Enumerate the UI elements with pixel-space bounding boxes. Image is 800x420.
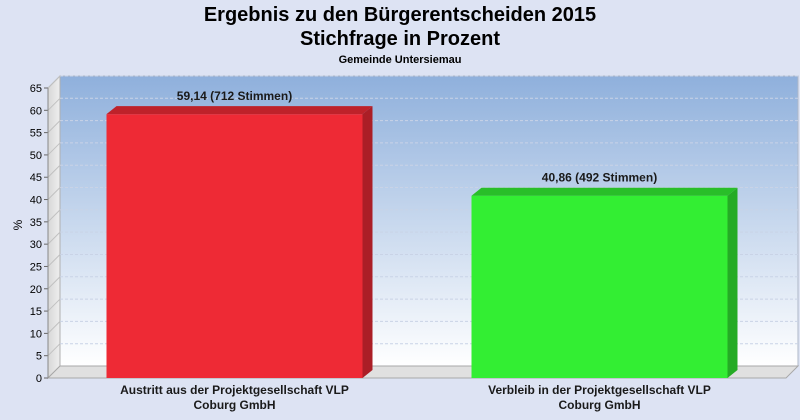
y-tick-label: 10: [30, 328, 42, 340]
x-category-label: Austritt aus der Projektgesellschaft VLP: [120, 383, 349, 397]
gridline-side: [47, 321, 61, 334]
gridline-side: [47, 97, 61, 111]
gridline-side: [47, 187, 61, 200]
y-tick-label: 55: [30, 128, 42, 140]
bar-side-face: [727, 187, 738, 378]
bar-data-label: 40,86 (492 Stimmen): [542, 171, 657, 185]
y-tick-label: 25: [30, 261, 42, 273]
gridline-side: [47, 142, 61, 156]
gridline-side: [47, 276, 61, 290]
x-category-label: Verbleib in der Projektgesellschaft VLP: [488, 383, 711, 397]
bar: [106, 114, 363, 378]
y-tick-label: 40: [30, 195, 42, 207]
bar-side-face: [362, 106, 373, 378]
y-tick-label: 65: [30, 83, 42, 95]
bar: [471, 195, 728, 378]
y-tick-label: 15: [30, 306, 42, 318]
gridline-side: [47, 298, 61, 312]
chart-subtitle: Stichfrage in Prozent: [299, 28, 501, 50]
y-tick-label: 60: [30, 105, 42, 117]
x-category-label: Coburg GmbH: [559, 398, 641, 412]
gridline-side: [47, 120, 61, 133]
y-tick-label: 45: [30, 172, 42, 184]
x-category-label: Coburg GmbH: [194, 398, 276, 412]
plot-side-wall: [47, 74, 61, 380]
gridline-side: [47, 254, 61, 267]
bar-top-face: [106, 106, 373, 115]
gridline-side: [47, 343, 61, 357]
y-tick-label: 0: [36, 373, 42, 385]
bar-data-label: 59,14 (712 Stimmen): [177, 89, 292, 103]
gridline-side: [47, 209, 61, 223]
gridline-side: [47, 164, 61, 178]
gridline-side: [47, 231, 61, 245]
y-tick-label: 35: [30, 217, 42, 229]
bar-top-face: [471, 187, 738, 196]
y-axis-label: %: [11, 219, 25, 230]
chart-subtitle-municipality: Gemeinde Untersiemau: [338, 54, 462, 66]
y-tick-label: 5: [36, 351, 42, 363]
y-tick-label: 20: [30, 284, 42, 296]
y-tick-label: 50: [30, 150, 42, 162]
gridline-side: [47, 75, 61, 89]
chart-title: Ergebnis zu den Bürgerentscheiden 2015: [203, 4, 597, 26]
y-tick-label: 30: [30, 239, 42, 251]
